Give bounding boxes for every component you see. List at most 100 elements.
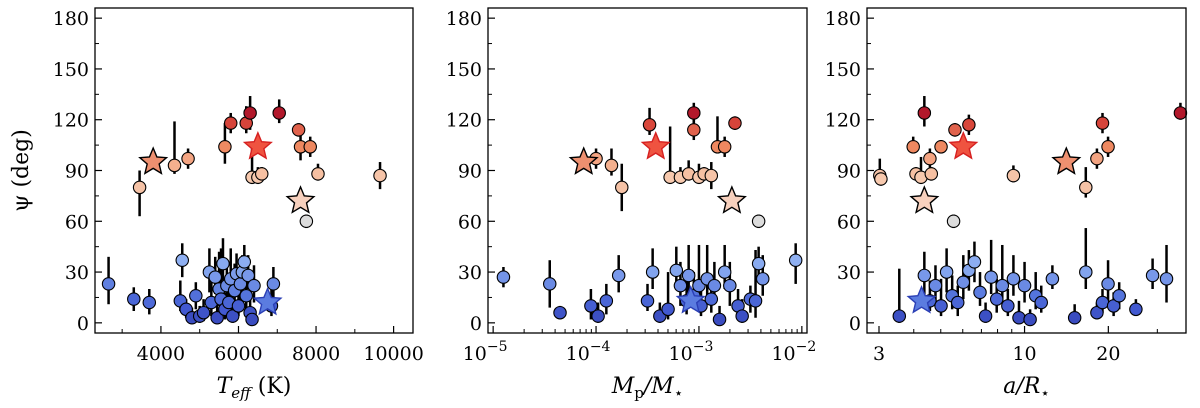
data-point xyxy=(247,278,261,293)
y-tick-label: 30 xyxy=(65,262,89,284)
y-tick-label: 60 xyxy=(65,211,89,233)
data-point xyxy=(1101,277,1115,291)
axes-frame xyxy=(866,7,1187,334)
x-axis-label: Mp/M⋆ xyxy=(611,374,683,402)
data-point xyxy=(142,295,157,310)
data-point xyxy=(712,312,727,327)
y-tick-label: 150 xyxy=(53,59,89,81)
data-point xyxy=(1045,272,1060,286)
data-point xyxy=(939,265,954,279)
data-point xyxy=(1017,278,1032,293)
data-point xyxy=(687,123,701,137)
y-tick-label: 120 xyxy=(53,110,89,132)
data-point xyxy=(255,167,269,181)
data-point xyxy=(225,309,240,323)
y-tick-label: 150 xyxy=(446,59,482,81)
data-point xyxy=(239,289,253,303)
data-point xyxy=(127,292,141,306)
data-point xyxy=(1095,116,1110,130)
data-point xyxy=(934,299,948,313)
data-point xyxy=(132,180,147,195)
data-point xyxy=(1090,305,1104,320)
x-tick-label: 10−5 xyxy=(463,339,508,365)
data-point xyxy=(717,140,732,154)
data-point xyxy=(1001,299,1015,313)
data-point xyxy=(669,263,684,278)
y-tick-label: 180 xyxy=(825,8,861,30)
star-marker xyxy=(948,130,979,160)
data-point xyxy=(962,118,976,132)
data-point xyxy=(645,265,660,279)
data-point xyxy=(950,295,965,310)
y-tick-label: 0 xyxy=(849,313,861,335)
data-point xyxy=(923,151,937,166)
data-point xyxy=(892,309,907,323)
data-point xyxy=(1079,180,1093,195)
data-point xyxy=(1006,272,1021,286)
data-point xyxy=(237,255,252,269)
data-point xyxy=(604,158,619,173)
data-point xyxy=(542,277,557,291)
data-point xyxy=(1006,168,1021,183)
data-point xyxy=(1034,295,1049,310)
data-point xyxy=(661,302,675,317)
data-point xyxy=(748,294,763,308)
data-point xyxy=(1106,299,1121,313)
data-point xyxy=(272,106,286,120)
y-tick-label: 0 xyxy=(77,313,89,335)
x-tick-label: 3 xyxy=(873,343,885,365)
data-point xyxy=(1112,289,1126,303)
y-tick-label: 90 xyxy=(458,161,482,183)
data-point xyxy=(1023,312,1037,327)
data-point xyxy=(948,123,962,137)
data-point xyxy=(681,268,696,283)
y-tick-label: 60 xyxy=(837,211,861,233)
star-marker xyxy=(242,130,273,160)
data-point xyxy=(223,116,238,130)
data-point xyxy=(717,265,732,279)
data-point xyxy=(928,278,943,293)
y-tick-label: 120 xyxy=(446,110,482,132)
data-point xyxy=(599,294,614,308)
star-marker xyxy=(138,146,169,175)
data-point xyxy=(788,253,803,267)
data-point xyxy=(1145,268,1160,283)
data-point xyxy=(231,299,246,313)
y-tick-label: 30 xyxy=(837,262,861,284)
x-tick-label: 10−3 xyxy=(669,339,714,365)
axes-frame xyxy=(487,7,808,334)
data-point xyxy=(241,268,255,283)
data-point xyxy=(906,140,920,154)
data-point xyxy=(874,172,888,186)
data-point xyxy=(101,277,116,291)
data-point xyxy=(373,168,387,183)
data-point xyxy=(208,270,222,284)
data-point xyxy=(967,255,982,269)
star-marker xyxy=(252,286,283,316)
data-point xyxy=(1067,311,1082,325)
panel-middle: 0 30 60 90 120 150 180 10−5 10−4 10−3 10−2 Mp/M⋆ xyxy=(446,7,816,402)
data-point xyxy=(984,270,998,284)
data-point xyxy=(704,292,719,306)
data-point xyxy=(751,256,766,271)
data-point xyxy=(584,299,598,313)
data-point xyxy=(924,167,939,181)
data-point xyxy=(687,106,701,120)
y-tick-label: 180 xyxy=(53,8,89,30)
data-point xyxy=(218,140,232,154)
data-point xyxy=(756,272,770,286)
data-point xyxy=(181,151,195,166)
x-tick-label: 6000 xyxy=(214,343,262,365)
x-tick-label: 10000 xyxy=(363,343,423,365)
data-point xyxy=(189,289,203,303)
panel-right: 0 30 60 90 120 150 180 3 10 20 a/R⋆ xyxy=(825,7,1188,402)
data-point xyxy=(956,275,971,289)
data-point xyxy=(291,123,306,137)
star-marker xyxy=(716,185,747,214)
data-point xyxy=(1159,272,1174,286)
data-point xyxy=(978,309,993,323)
y-tick-label: 150 xyxy=(825,59,861,81)
x-tick-label: 10 xyxy=(1012,343,1036,365)
data-point xyxy=(553,305,567,320)
data-point xyxy=(751,214,766,229)
